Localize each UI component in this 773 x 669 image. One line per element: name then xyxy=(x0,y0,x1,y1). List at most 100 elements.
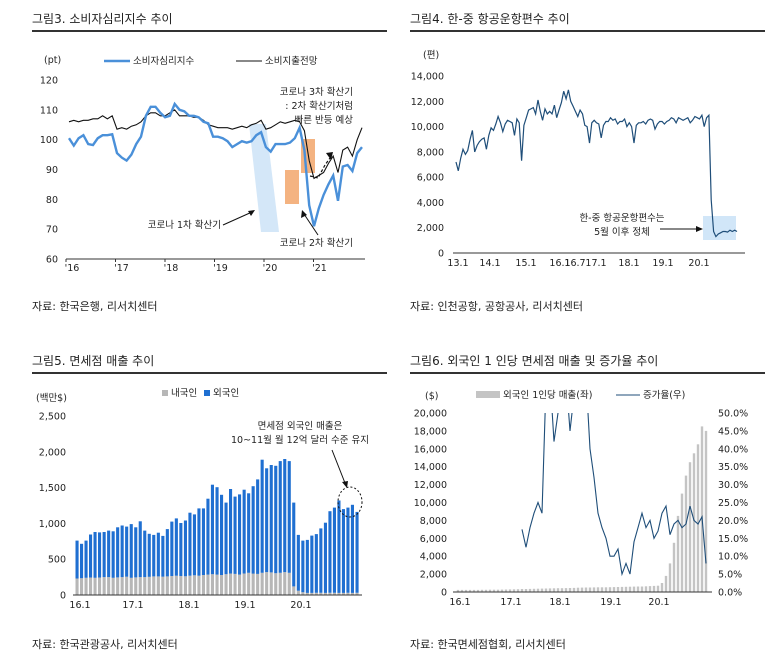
y-axis-label: (백만$) xyxy=(36,393,67,404)
bar-foreign xyxy=(229,489,233,574)
bar-foreign xyxy=(242,489,246,574)
bar-foreign xyxy=(265,468,269,573)
x-tick-label: '19 xyxy=(213,263,228,274)
bar-per-capita xyxy=(628,586,632,592)
title-rule xyxy=(410,30,765,32)
bar-domestic xyxy=(206,574,210,595)
bar-foreign xyxy=(283,459,287,573)
bar-per-capita xyxy=(600,587,604,592)
bar-per-capita xyxy=(684,475,688,592)
bar-foreign xyxy=(84,540,88,578)
bar-per-capita xyxy=(688,462,692,592)
bar-domestic xyxy=(251,573,255,595)
bar-foreign xyxy=(188,512,192,576)
bar-foreign xyxy=(138,521,142,578)
bar-foreign xyxy=(210,484,214,575)
x-tick-label: 14.1 xyxy=(479,258,500,269)
bar-foreign xyxy=(102,532,106,578)
bar-domestic xyxy=(229,573,233,595)
panel-duty-free-sales: 그림5. 면세점 매출 추이 자료: 한국관광공사, 리서치센터 xyxy=(32,352,387,652)
bar-domestic xyxy=(323,592,327,595)
bar-foreign xyxy=(323,522,327,593)
bar-per-capita xyxy=(464,589,468,592)
y2-tick-label: 0.0% xyxy=(718,588,742,599)
bar-domestic xyxy=(355,592,359,595)
bar-domestic xyxy=(129,577,133,595)
bar-domestic xyxy=(224,574,228,595)
bar-foreign xyxy=(332,507,336,593)
bar-foreign xyxy=(174,518,178,576)
y-tick-label: 2,000 xyxy=(39,447,66,458)
bar-per-capita xyxy=(656,585,660,592)
x-tick-label: 20.1 xyxy=(648,597,669,608)
y-tick-label: 0 xyxy=(441,588,447,599)
bar-foreign xyxy=(107,530,111,578)
y-tick-label: 100 xyxy=(40,135,58,146)
x-tick-label: 19.1 xyxy=(652,258,673,269)
bar-domestic xyxy=(292,586,296,595)
bar-domestic xyxy=(337,592,341,595)
series-line-growth xyxy=(521,413,707,577)
panel-title: 그림3. 소비자심리지수 추이 xyxy=(32,12,173,26)
legend-label-sentiment: 소비자심리지수 xyxy=(133,56,194,67)
x-tick-label: 18.1 xyxy=(618,258,639,269)
bar-per-capita xyxy=(552,588,556,592)
bar-domestic xyxy=(283,572,287,595)
y2-tick-label: 10.0% xyxy=(718,552,748,563)
bar-domestic xyxy=(147,576,151,595)
bar-per-capita xyxy=(568,588,572,592)
bar-per-capita xyxy=(528,588,532,592)
bar-per-capita xyxy=(564,588,568,592)
bar-per-capita xyxy=(560,588,564,592)
x-tick-label: 17.1 xyxy=(585,258,606,269)
bar-domestic xyxy=(120,577,124,595)
bar-foreign xyxy=(116,527,120,578)
bar-per-capita xyxy=(540,588,544,592)
legend-label-spending: 소비지출전망 xyxy=(265,56,318,67)
bar-per-capita xyxy=(468,589,472,592)
y-tick-label: 0 xyxy=(438,249,444,260)
y-tick-label: 20,000 xyxy=(414,409,447,420)
bar-per-capita xyxy=(476,589,480,592)
bar-per-capita xyxy=(636,586,640,592)
x-tick-label: 16.1 xyxy=(449,597,470,608)
bar-per-capita xyxy=(484,589,488,592)
title-rule xyxy=(32,372,387,374)
legend-label-domestic: 내국인 xyxy=(171,388,197,399)
y-tick-label: 10,000 xyxy=(411,122,444,133)
y2-tick-label: 20.0% xyxy=(718,516,748,527)
stagnation-highlight xyxy=(703,216,736,240)
bar-per-capita xyxy=(668,563,672,592)
y-tick-label: 4,000 xyxy=(420,552,447,563)
bar-foreign xyxy=(337,500,341,593)
bar-domestic xyxy=(201,575,205,595)
x-tick-label: 17.1 xyxy=(500,597,521,608)
bar-domestic xyxy=(274,573,278,595)
bar-domestic xyxy=(260,572,264,595)
bar-foreign xyxy=(274,465,278,574)
series-line-spending-outlook xyxy=(68,109,363,180)
bar-foreign xyxy=(152,534,156,577)
bar-foreign xyxy=(310,535,314,593)
annotation-wave2-arrow xyxy=(303,213,319,236)
bar-foreign xyxy=(269,465,273,573)
series-line-flights xyxy=(455,89,738,238)
y-tick-label: 16,000 xyxy=(414,444,447,455)
bar-per-capita xyxy=(532,588,536,592)
bar-domestic xyxy=(265,572,269,595)
bar-foreign xyxy=(98,532,102,578)
bar-foreign xyxy=(224,502,228,575)
bar-domestic xyxy=(346,592,350,595)
bar-foreign xyxy=(251,486,255,574)
legend-swatch-per-capita xyxy=(476,391,500,398)
x-tick-label: 20.1 xyxy=(688,258,709,269)
bar-per-capita xyxy=(632,586,636,592)
annotation-line2: 5월 이후 정체 xyxy=(594,226,650,238)
y-axis-label: (pt) xyxy=(44,55,61,66)
panel-consumer-sentiment: 그림3. 소비자심리지수 추이 자료: 한국은행, 리서치센터 xyxy=(32,10,387,313)
bar-foreign xyxy=(165,529,169,577)
wave2-highlight xyxy=(285,170,299,204)
bar-domestic xyxy=(174,575,178,595)
y-axis-label: ($) xyxy=(425,391,438,402)
bar-per-capita xyxy=(524,589,528,592)
